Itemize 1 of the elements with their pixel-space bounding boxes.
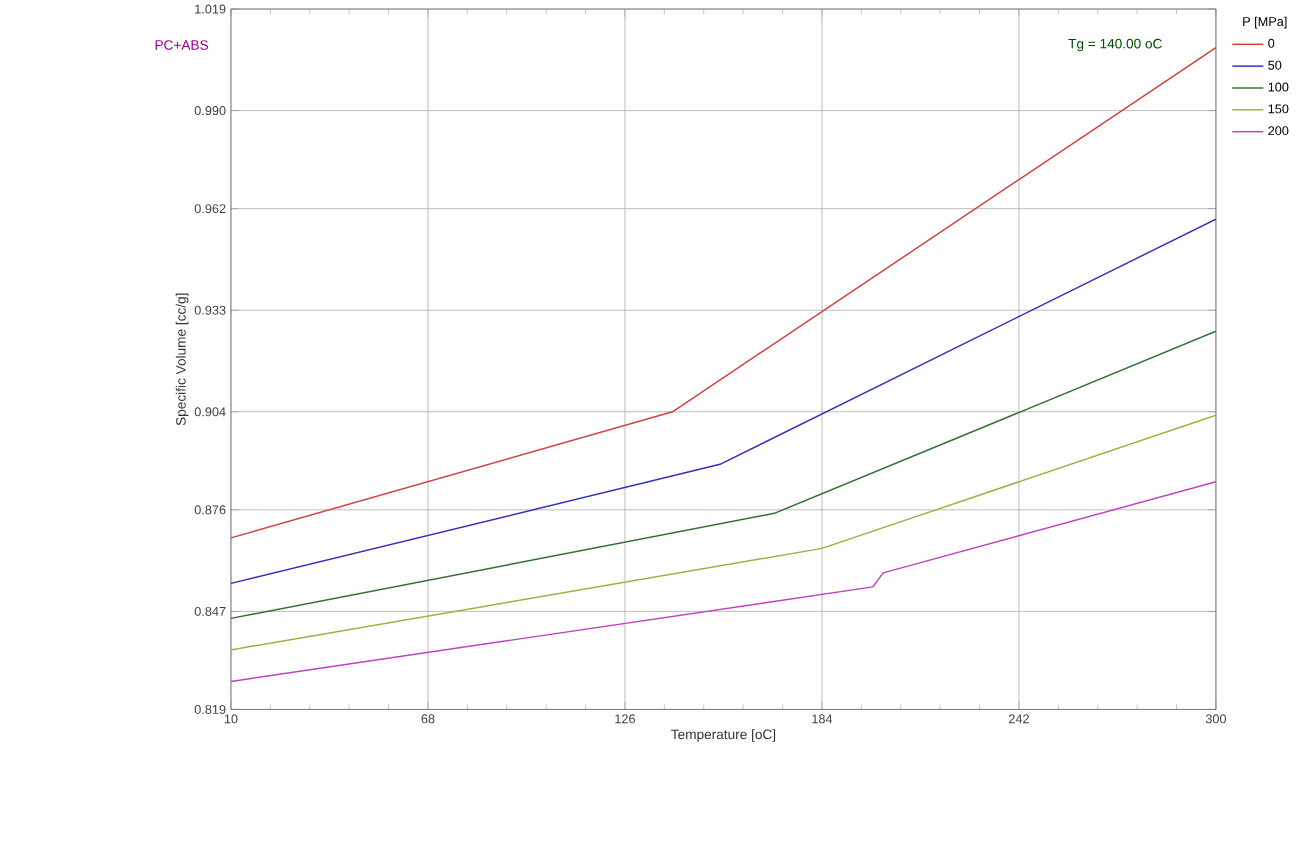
line-series (230, 481, 1216, 683)
